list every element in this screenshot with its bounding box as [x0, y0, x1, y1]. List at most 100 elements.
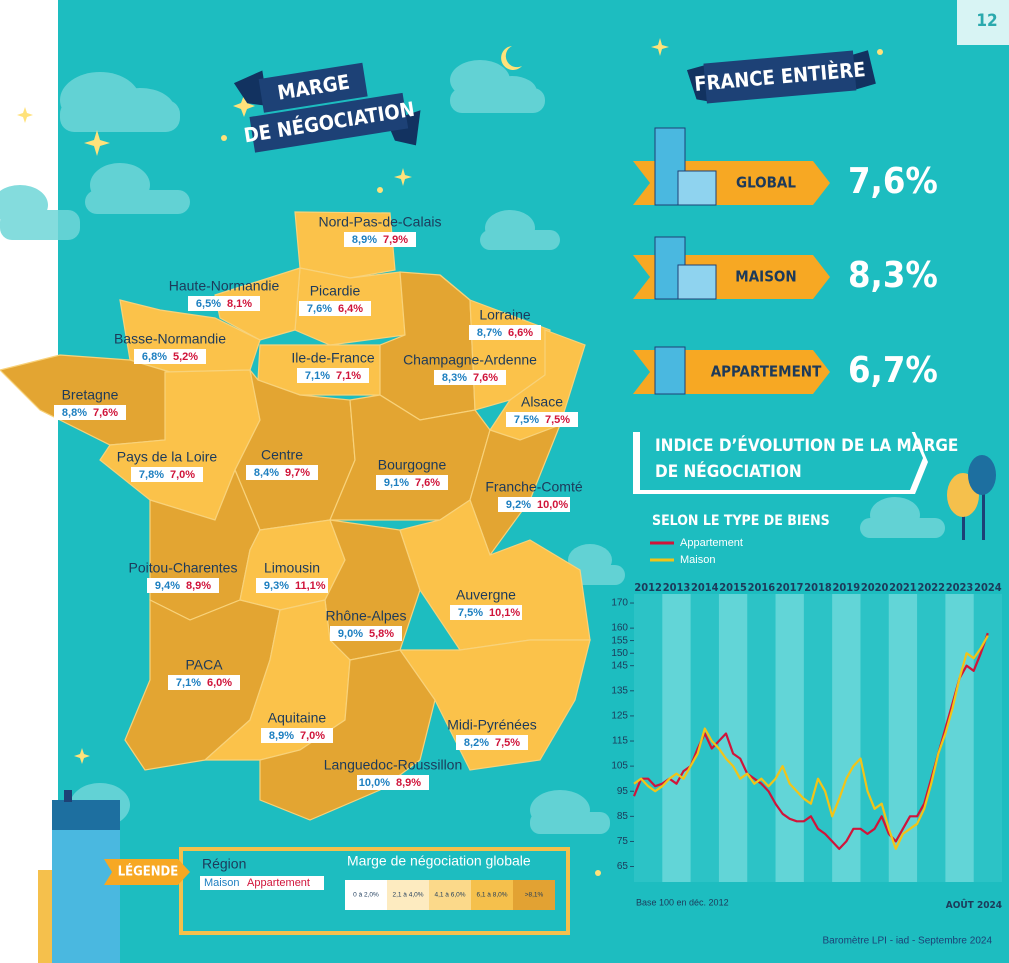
region-appartement: 5,8%: [369, 628, 394, 640]
region-maison: 7,6%: [307, 303, 332, 315]
region-value-box: [54, 405, 126, 420]
region-value-box: [134, 349, 206, 364]
row-value: 7,6%: [848, 161, 938, 202]
year-band: [718, 594, 748, 882]
region-appartement: 11,1%: [295, 580, 326, 592]
france-title-ribbon: FRANCE ENTIÈRE: [686, 50, 876, 104]
legend-bin: [513, 880, 555, 910]
region-name: Centre: [261, 447, 303, 463]
region-name: Lorraine: [479, 307, 531, 323]
y-tick-label: 135: [611, 685, 628, 696]
region-appartement: 8,9%: [396, 777, 421, 789]
region-maison: 9,3%: [264, 580, 289, 592]
page-number-box: [957, 0, 1009, 45]
x-tick-label: 2012: [634, 581, 662, 594]
region-name: Bourgogne: [378, 457, 447, 473]
footer: Baromètre LPI - iad - Septembre 2024: [822, 936, 992, 947]
legend-bin: [429, 880, 471, 910]
region-appartement: 7,6%: [473, 372, 498, 384]
chart-title: DE NÉGOCIATION: [655, 460, 802, 482]
line-chart: 2012 2013 2014 2015 2016 2017 2018 2019 2020 2021…: [611, 537, 1002, 911]
region-appartement: 6,6%: [508, 327, 533, 339]
region-value-box: [498, 497, 570, 512]
region-maison: 7,1%: [176, 677, 201, 689]
x-tick-label: 2021: [889, 581, 917, 594]
legend-label: Appartement: [680, 537, 743, 549]
y-tick-label: 115: [612, 736, 628, 747]
region-name: Poitou-Charentes: [129, 560, 238, 576]
region-value-box: [456, 735, 528, 750]
region-name: Nord-Pas-de-Calais: [319, 214, 442, 230]
legend-title: LÉGENDE: [118, 864, 179, 880]
annotation: Base 100 en déc. 2012: [636, 897, 729, 907]
region-name: Midi-Pyrénées: [447, 717, 536, 733]
legend-bin: [345, 880, 387, 910]
region-value-box: [376, 475, 448, 490]
region-name: PACA: [185, 657, 223, 673]
chart-title: INDICE D’ÉVOLUTION DE LA MARGE: [655, 434, 958, 456]
region-value-box: [469, 325, 541, 340]
region-name: Auvergne: [456, 587, 516, 603]
region-maison: 6,8%: [142, 351, 167, 363]
region-value-box: [297, 368, 369, 383]
region-appartement: 6,0%: [207, 677, 232, 689]
y-tick-label: 170: [611, 598, 628, 609]
region-appartement: 8,1%: [227, 298, 252, 310]
region-appartement: 7,5%: [545, 414, 570, 426]
region-appartement: 7,9%: [383, 234, 408, 246]
legend-frame: [179, 847, 570, 935]
x-tick-label: 2013: [663, 581, 691, 594]
clouds: [0, 60, 945, 834]
region-appartement: 7,5%: [495, 737, 520, 749]
region-maison: 7,5%: [458, 607, 483, 619]
region-maison: 8,9%: [352, 234, 377, 246]
region-maison: 9,4%: [155, 580, 180, 592]
region-maison: 8,2%: [464, 737, 489, 749]
y-tick-label: 95: [617, 786, 629, 797]
legend-region: Région: [202, 856, 246, 872]
region-name: Ile-de-France: [291, 350, 374, 366]
region-value-box: [188, 296, 260, 311]
region-value-box: [450, 605, 522, 620]
legend-ribbon: [104, 859, 190, 885]
x-tick-label: 2014: [691, 581, 719, 594]
plot-area: [634, 594, 1002, 882]
region-value-box: [357, 775, 429, 790]
legend-bin-label: 6,1 à 8,0%: [476, 892, 507, 899]
region-maison: 8,3%: [442, 372, 467, 384]
row-value: 6,7%: [848, 350, 938, 391]
region-maison: 8,7%: [477, 327, 502, 339]
region-appartement: 10,1%: [489, 607, 520, 619]
x-tick-label: 2018: [804, 581, 832, 594]
region-value-box: [344, 232, 416, 247]
stars: [17, 38, 883, 876]
map-title-ribbon: MARGE DE NÉGOCIATION: [233, 62, 421, 153]
x-tick-label: 2019: [833, 581, 861, 594]
legend-bin-label: 0 à 2,0%: [353, 892, 379, 899]
region-maison: 7,5%: [514, 414, 539, 426]
x-tick-label: 2024: [974, 581, 1002, 594]
annotation: AOÛT 2024: [946, 898, 1002, 911]
region-appartement: 8,9%: [186, 580, 211, 592]
row-label: GLOBAL: [736, 174, 796, 192]
y-tick-label: 65: [617, 861, 629, 872]
legend-appartement: Appartement: [247, 877, 310, 889]
house-icon: [677, 264, 717, 300]
region-name: Bretagne: [62, 387, 119, 403]
x-tick-label: 2017: [776, 581, 804, 594]
legend-bin-label: 2,1 à 4,0%: [392, 892, 423, 899]
page-number: 12: [976, 11, 997, 31]
region-name: Limousin: [264, 560, 320, 576]
region-maison: 7,8%: [139, 469, 164, 481]
legend-bin: [471, 880, 513, 910]
y-tick-label: 105: [611, 761, 628, 772]
row-label: MAISON: [735, 268, 796, 286]
y-tick-label: 155: [611, 635, 628, 646]
chart-subtitle: SELON LE TYPE DE BIENS: [652, 513, 830, 529]
year-band: [832, 594, 861, 882]
chart-title-inner: [640, 428, 923, 490]
year-band: [775, 594, 804, 882]
region-value-box: [168, 675, 240, 690]
